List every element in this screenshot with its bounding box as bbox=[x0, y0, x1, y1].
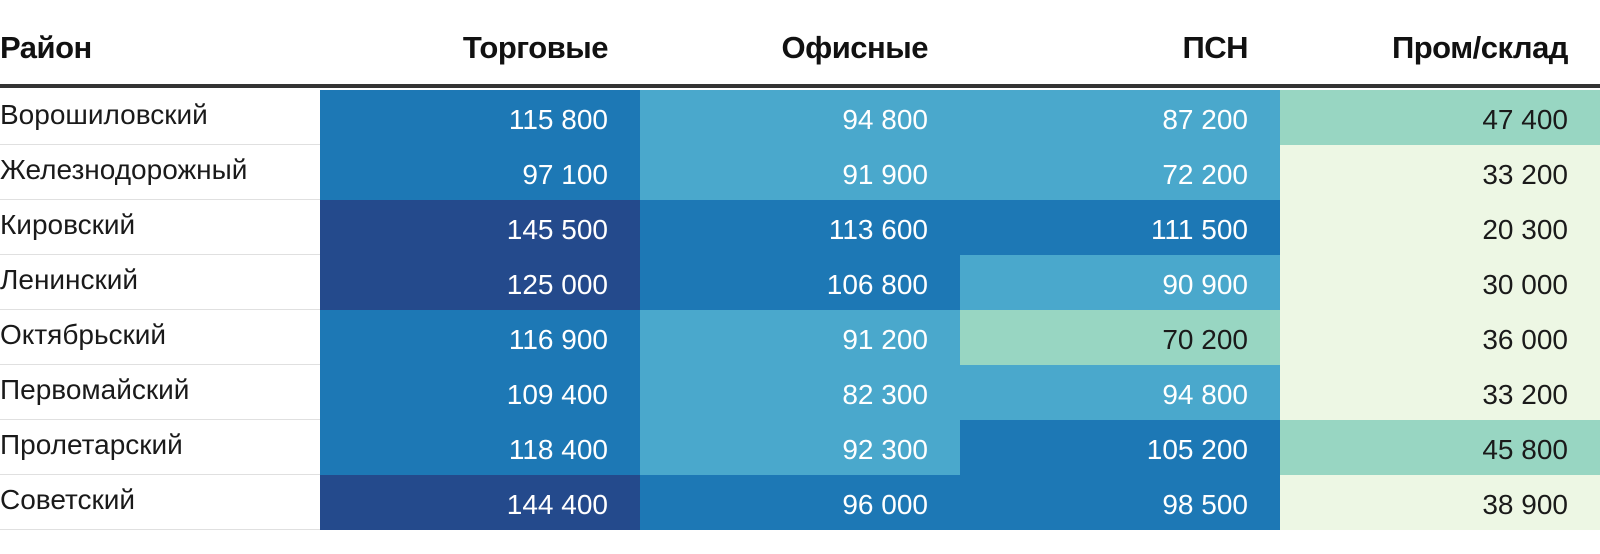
table-row: Кировский 145 500 113 600 111 500 20 300 bbox=[0, 200, 1600, 255]
district-name: Первомайский bbox=[0, 365, 320, 420]
heatmap-cell: 33 200 bbox=[1280, 145, 1600, 200]
heatmap-cell: 144 400 bbox=[320, 475, 640, 530]
heatmap-cell: 94 800 bbox=[960, 365, 1280, 420]
heatmap-cell: 94 800 bbox=[640, 90, 960, 145]
heatmap-cell: 92 300 bbox=[640, 420, 960, 475]
table-row: Ленинский 125 000 106 800 90 900 30 000 bbox=[0, 255, 1600, 310]
column-header-district: Район bbox=[0, 30, 92, 65]
district-name: Ленинский bbox=[0, 255, 320, 310]
table-row: Железнодорожный 97 100 91 900 72 200 33 200 bbox=[0, 145, 1600, 200]
heatmap-cell: 70 200 bbox=[960, 310, 1280, 365]
heatmap-cell: 47 400 bbox=[1280, 90, 1600, 145]
column-header-psn: ПСН bbox=[1182, 30, 1248, 65]
district-name: Октябрьский bbox=[0, 310, 320, 365]
heatmap-cell: 36 000 bbox=[1280, 310, 1600, 365]
heatmap-cell: 125 000 bbox=[320, 255, 640, 310]
heatmap-cell: 72 200 bbox=[960, 145, 1280, 200]
heatmap-cell: 91 200 bbox=[640, 310, 960, 365]
table-header-row: Район Торговые Офисные ПСН Пром/склад bbox=[0, 0, 1600, 88]
heatmap-cell: 111 500 bbox=[960, 200, 1280, 255]
table-row: Советский 144 400 96 000 98 500 38 900 bbox=[0, 475, 1600, 530]
heatmap-cell: 145 500 bbox=[320, 200, 640, 255]
heatmap-cell: 91 900 bbox=[640, 145, 960, 200]
column-header-office: Офисные bbox=[781, 30, 929, 65]
heatmap-cell: 20 300 bbox=[1280, 200, 1600, 255]
heatmap-cell: 118 400 bbox=[320, 420, 640, 475]
column-header-industrial-warehouse: Пром/склад bbox=[1391, 30, 1569, 65]
heatmap-cell: 82 300 bbox=[640, 365, 960, 420]
heatmap-cell: 87 200 bbox=[960, 90, 1280, 145]
heatmap-cell: 30 000 bbox=[1280, 255, 1600, 310]
heatmap-cell: 105 200 bbox=[960, 420, 1280, 475]
table-row: Октябрьский 116 900 91 200 70 200 36 000 bbox=[0, 310, 1600, 365]
heatmap-cell: 33 200 bbox=[1280, 365, 1600, 420]
table-row: Ворошиловский 115 800 94 800 87 200 47 400 bbox=[0, 90, 1600, 145]
heatmap-cell: 115 800 bbox=[320, 90, 640, 145]
table-row: Пролетарский 118 400 92 300 105 200 45 800 bbox=[0, 420, 1600, 475]
heatmap-cell: 116 900 bbox=[320, 310, 640, 365]
column-header-retail: Торговые bbox=[462, 30, 609, 65]
heatmap-cell: 96 000 bbox=[640, 475, 960, 530]
district-name: Железнодорожный bbox=[0, 145, 320, 200]
heatmap-cell: 38 900 bbox=[1280, 475, 1600, 530]
district-name: Советский bbox=[0, 475, 320, 530]
heatmap-cell: 97 100 bbox=[320, 145, 640, 200]
district-name: Пролетарский bbox=[0, 420, 320, 475]
district-name: Ворошиловский bbox=[0, 90, 320, 145]
heatmap-cell: 90 900 bbox=[960, 255, 1280, 310]
heatmap-cell: 98 500 bbox=[960, 475, 1280, 530]
heatmap-cell: 106 800 bbox=[640, 255, 960, 310]
heatmap-cell: 45 800 bbox=[1280, 420, 1600, 475]
table-row: Первомайский 109 400 82 300 94 800 33 200 bbox=[0, 365, 1600, 420]
heatmap-cell: 113 600 bbox=[640, 200, 960, 255]
district-name: Кировский bbox=[0, 200, 320, 255]
heatmap-cell: 109 400 bbox=[320, 365, 640, 420]
